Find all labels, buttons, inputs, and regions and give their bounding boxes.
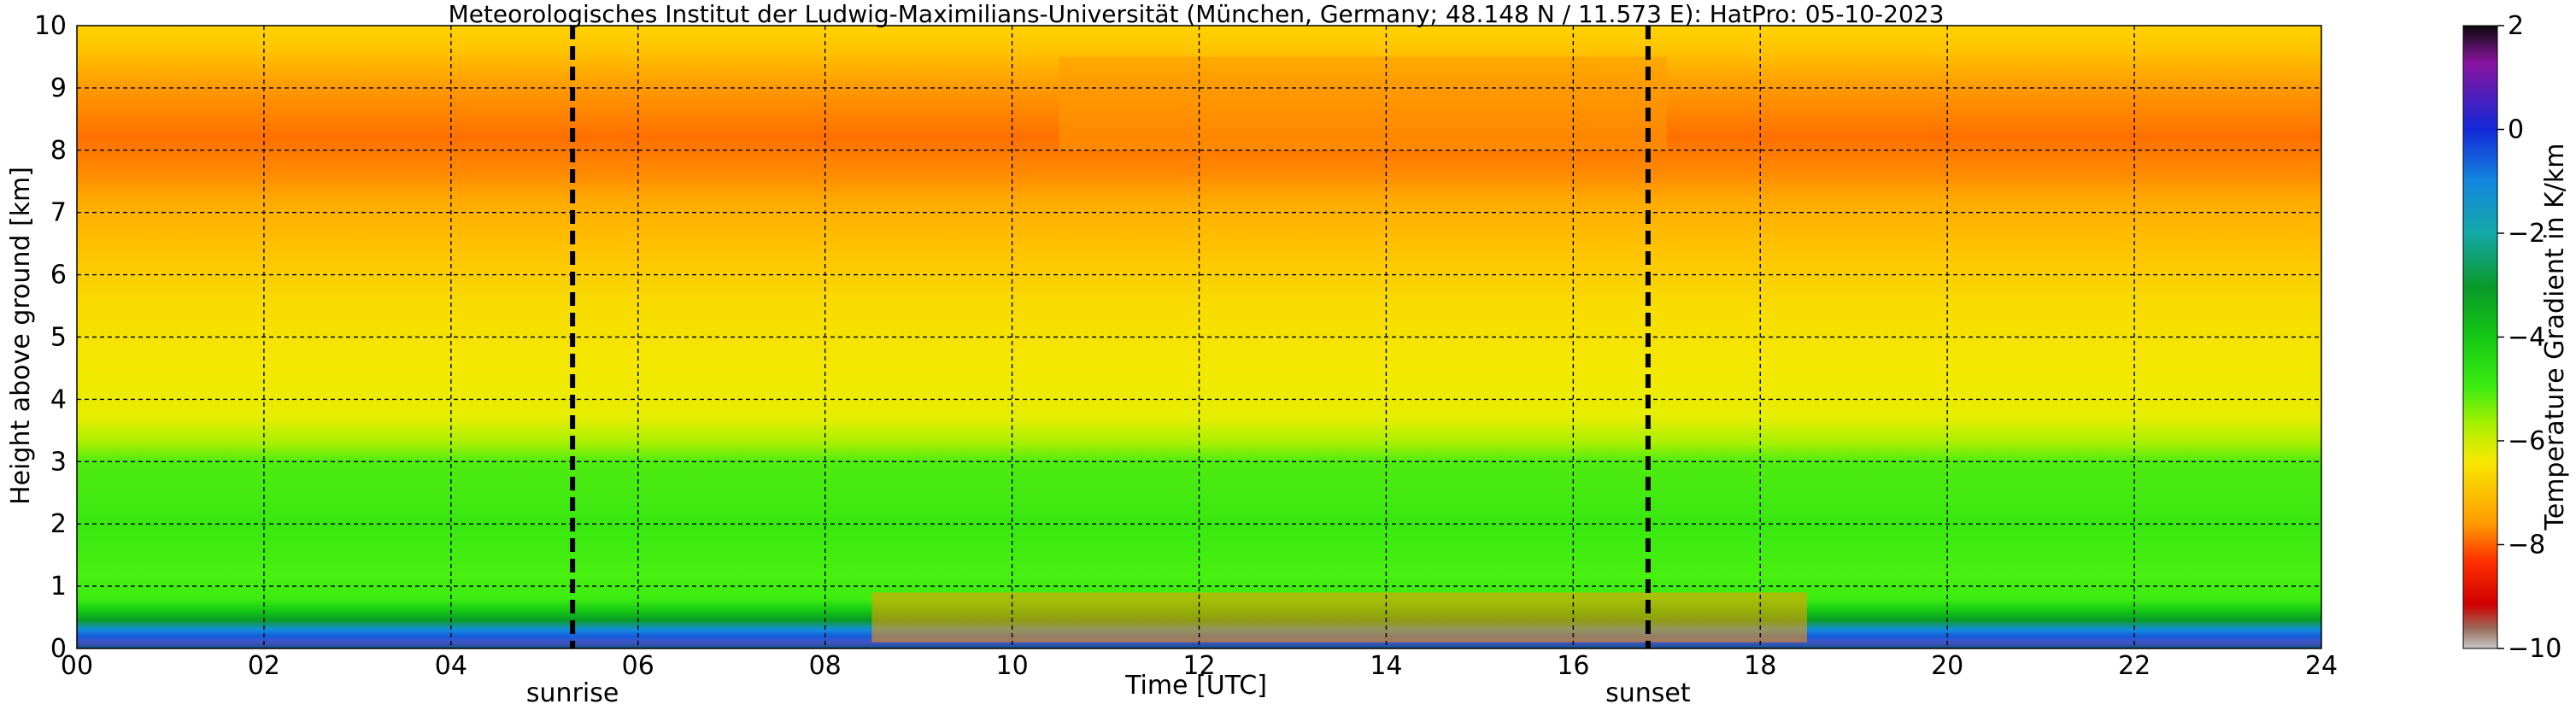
colorbar-tick-label: −2 [2508,219,2545,249]
x-tick-label: 24 [2305,651,2338,681]
x-tick-label: 22 [2118,651,2151,681]
x-tick-label: 20 [1931,651,1963,681]
colorbar-tick-label: 2 [2508,11,2524,41]
y-tick-label: 3 [50,447,67,477]
chart-title: Meteorologisches Institut der Ludwig-Max… [449,0,1945,28]
colorbar-tick-label: −4 [2508,323,2545,353]
y-tick-label: 4 [50,384,67,414]
grid-lines [77,26,2321,648]
heatmap-feature [871,592,1807,642]
colorbar-tick-label: −6 [2508,426,2545,456]
x-tick-label: 08 [809,651,842,681]
colorbar-ticks: 2 0 −2 −4 −6 −8 −10 [2497,11,2561,664]
y-axis-ticks: 0 1 2 3 4 5 6 7 8 9 10 [34,11,67,664]
y-tick-label: 9 [50,73,67,103]
y-tick-label: 0 [50,634,67,664]
y-tick-label: 7 [50,198,67,228]
y-tick-label: 6 [50,261,67,290]
x-tick-label: 10 [995,651,1028,681]
x-tick-label: 00 [61,651,93,681]
x-tick-label: 16 [1557,651,1589,681]
x-tick-label: 04 [435,651,467,681]
y-tick-label: 1 [50,572,67,601]
x-tick-label: 06 [622,651,654,681]
colorbar-tick-label: −10 [2508,634,2561,664]
colorbar-scale [2462,25,2498,649]
colorbar: 2 0 −2 −4 −6 −8 −10 Temperature Gradient in K/… [2462,11,2570,664]
x-axis-ticks: 00 02 04 06 08 10 12 14 16 18 20 22 24 [61,651,2338,681]
y-tick-label: 8 [50,136,67,166]
event-label-sunset: sunset [1605,678,1691,704]
x-axis-label: Time [UTC] [1124,671,1267,701]
event-labels: sunrise sunset [526,678,1691,704]
event-label-sunrise: sunrise [526,678,619,704]
colorbar-tick-label: −8 [2508,531,2545,560]
x-tick-label: 14 [1370,651,1402,681]
x-tick-label: 12 [1182,651,1215,681]
colorbar-label: Temperature Gradient in K/km [2540,144,2570,531]
x-tick-label: 02 [248,651,280,681]
y-tick-label: 10 [34,11,67,41]
x-tick-label: 18 [1744,651,1776,681]
y-tick-label: 5 [50,323,67,353]
y-axis-label: Height above ground [km] [6,167,36,505]
heatmap-feature [1059,56,1667,150]
heatmap-plot-area [76,25,2322,649]
event-lines [570,26,1651,648]
y-tick-label: 2 [50,509,67,539]
plot-frame [76,25,2322,649]
colorbar-tick-label: 0 [2508,115,2524,145]
